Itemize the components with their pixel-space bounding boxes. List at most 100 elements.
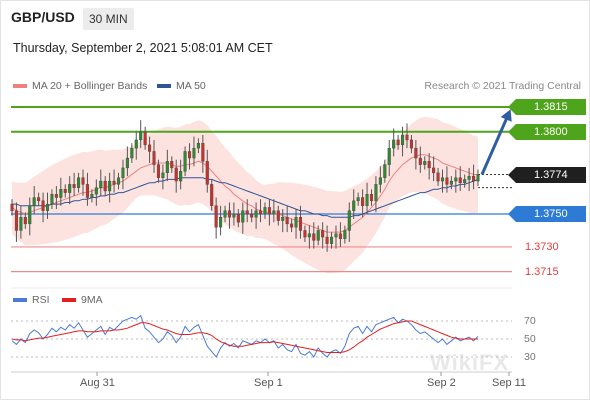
level-tag-2: 1.3800 <box>508 124 586 140</box>
candle-body-24 <box>116 177 121 185</box>
candle-body-39 <box>183 151 187 172</box>
candle-body-74 <box>338 233 342 239</box>
candle-body-37 <box>174 167 178 182</box>
candle-body-6 <box>37 197 41 202</box>
candle-body-1 <box>14 210 18 231</box>
candle-body-103 <box>467 175 471 180</box>
candle-body-95 <box>432 167 436 174</box>
candle-body-55 <box>254 210 258 218</box>
candle-body-26 <box>125 157 129 169</box>
legend-ma20-swatch <box>13 84 27 89</box>
candle-body-16 <box>81 177 85 185</box>
candle-body-70 <box>321 230 325 238</box>
candle-body-62 <box>285 217 289 225</box>
candle-body-101 <box>458 177 462 183</box>
candle-body-32 <box>152 151 156 165</box>
ma20-line <box>11 154 478 233</box>
rsi-level-30: 30 <box>524 351 536 363</box>
candle-body-49 <box>227 210 231 218</box>
rsi-legend-rsi: RSI <box>13 294 50 306</box>
candle-body-41 <box>192 147 196 159</box>
candle-body-99 <box>449 180 453 185</box>
candle-body-66 <box>303 230 307 238</box>
candle-body-71 <box>325 236 329 244</box>
symbol-title: GBP/USD <box>11 9 75 25</box>
candle-body-40 <box>187 151 192 159</box>
level-tag-last: 1.3774 <box>508 167 586 183</box>
candle-body-69 <box>316 230 320 241</box>
candle-body-34 <box>161 172 165 178</box>
watermark: WikiFX <box>430 350 510 375</box>
candle-body-12 <box>63 189 67 193</box>
candle-body-27 <box>130 147 134 159</box>
candle-body-20 <box>99 180 103 188</box>
candle-body-43 <box>201 143 205 162</box>
rsi-line <box>11 314 479 358</box>
candle-body-42 <box>196 143 200 149</box>
candle-body-68 <box>312 233 316 241</box>
candle-body-91 <box>414 147 418 159</box>
candle-body-76 <box>347 210 351 231</box>
legend-ma50-label: MA 50 <box>176 80 206 92</box>
candle-body-29 <box>139 131 143 141</box>
candle-body-83 <box>378 177 382 185</box>
level-tag-pivot: 1.3750 <box>508 206 586 222</box>
candle-body-35 <box>165 161 169 174</box>
candle-body-4 <box>28 205 32 225</box>
ma50-line <box>12 177 479 218</box>
candle-body-102 <box>463 179 467 183</box>
candle-body-10 <box>54 194 58 198</box>
candle-body-8 <box>45 203 50 211</box>
candle-body-98 <box>445 177 449 185</box>
candle-body-28 <box>134 139 138 149</box>
candle-body-57 <box>263 207 267 215</box>
candle-body-13 <box>68 184 72 193</box>
rsi-legend-ma9-label: 9MA <box>81 294 103 306</box>
candle-body-63 <box>290 223 294 228</box>
timeframe-badge[interactable]: 30 MIN <box>83 8 134 30</box>
candle-body-5 <box>32 197 36 206</box>
candle-body-105 <box>476 174 480 182</box>
bollinger-band <box>12 116 478 274</box>
candle-body-73 <box>334 233 338 238</box>
candle-body-77 <box>352 200 356 211</box>
rsi-legend-rsi-swatch <box>13 298 27 303</box>
rsi-ma-line <box>11 320 478 353</box>
rsi-legend-ma9-swatch <box>62 298 76 303</box>
candle-body-31 <box>148 144 152 152</box>
candle-body-25 <box>121 167 125 178</box>
candle-body-50 <box>232 213 236 218</box>
research-credit: Research © 2021 Trading Central <box>424 80 581 92</box>
candle-body-92 <box>418 157 422 165</box>
candle-body-59 <box>272 210 276 215</box>
candle-body-100 <box>454 177 458 182</box>
rsi-level-70: 70 <box>524 315 536 327</box>
candle-body-21 <box>103 180 107 192</box>
candle-body-67 <box>307 233 311 238</box>
candle-body-51 <box>236 213 240 223</box>
legend-ma20-label: MA 20 + Bollinger Bands <box>32 80 148 92</box>
candle-body-3 <box>23 217 27 225</box>
candle-body-60 <box>276 210 280 221</box>
candle-body-104 <box>472 175 476 182</box>
level-tag-support-2: 1.3715 <box>525 266 559 278</box>
candle-body-85 <box>387 147 391 165</box>
candle-body-46 <box>214 205 218 228</box>
candle-body-15 <box>77 177 81 188</box>
x-label-sep2: Sep 2 <box>427 377 456 389</box>
candle-body-44 <box>205 161 209 185</box>
candle-body-48 <box>223 210 227 218</box>
candle-body-33 <box>156 164 160 178</box>
candle-body-65 <box>298 217 303 231</box>
candle-body-93 <box>423 161 427 165</box>
candle-body-96 <box>436 172 440 182</box>
legend-ma20: MA 20 + Bollinger Bands <box>13 80 147 92</box>
candle-body-94 <box>427 161 431 169</box>
candle-body-19 <box>94 187 98 195</box>
candle-body-89 <box>405 134 409 141</box>
rsi-level-50: 50 <box>524 333 536 345</box>
rsi-legend-ma9: 9MA <box>62 294 103 306</box>
candle-body-22 <box>108 180 112 192</box>
candle-body-61 <box>281 217 285 221</box>
x-label-aug31: Aug 31 <box>80 377 115 389</box>
